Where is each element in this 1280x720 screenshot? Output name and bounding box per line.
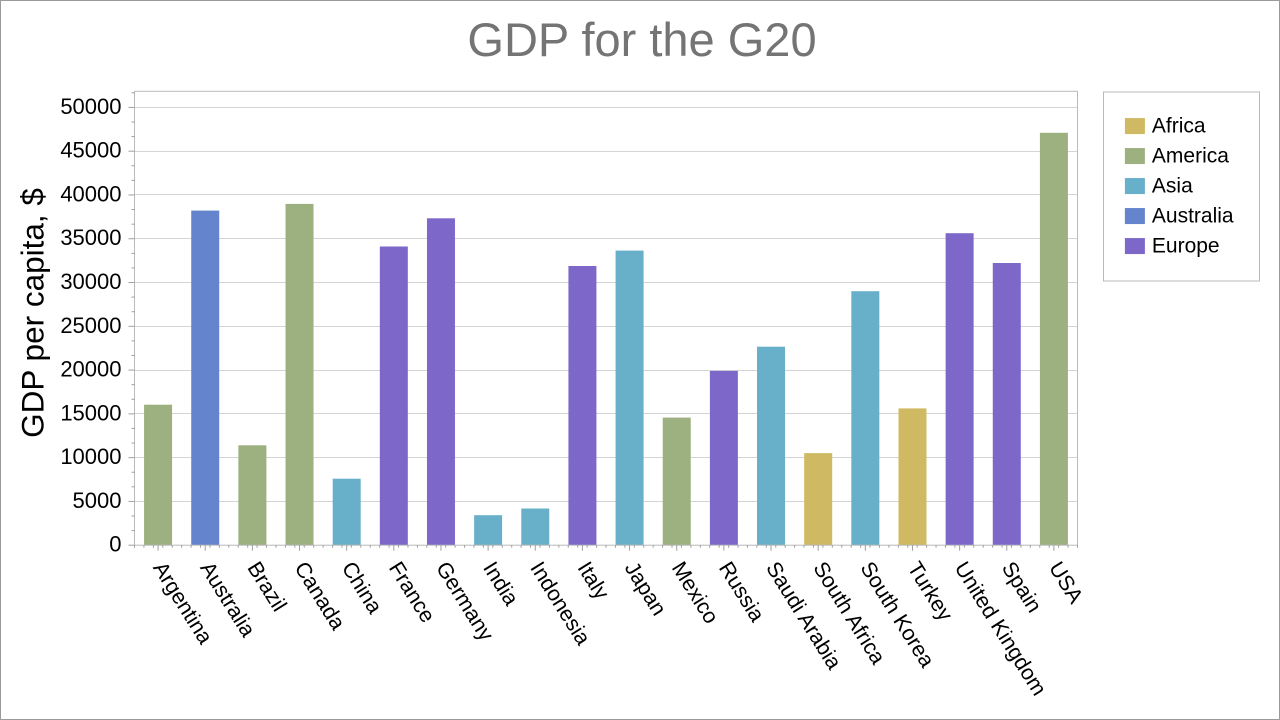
svg-text:40000: 40000 [60,181,121,206]
svg-text:0: 0 [109,532,121,557]
svg-text:5000: 5000 [73,488,122,513]
svg-text:50000: 50000 [60,94,121,119]
svg-text:GDP for the G20: GDP for the G20 [467,13,816,66]
svg-text:America: America [1152,144,1229,167]
svg-text:25000: 25000 [60,313,121,338]
svg-text:Australia: Australia [1152,204,1234,227]
svg-text:Asia: Asia [1152,174,1193,197]
svg-text:15000: 15000 [60,400,121,425]
svg-text:35000: 35000 [60,225,121,250]
svg-text:30000: 30000 [60,269,121,294]
svg-text:20000: 20000 [60,357,121,382]
svg-text:Europe: Europe [1152,234,1220,257]
svg-text:10000: 10000 [60,444,121,469]
svg-text:GDP per capita, $: GDP per capita, $ [15,188,51,438]
svg-text:Africa: Africa [1152,114,1206,137]
svg-text:45000: 45000 [60,138,121,163]
